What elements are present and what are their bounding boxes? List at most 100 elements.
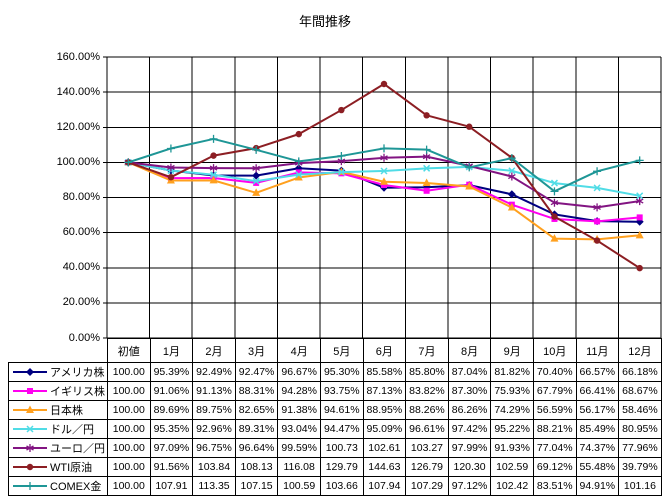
series-name: ユーロ／円: [50, 443, 105, 455]
value-cell: 56.59%: [532, 400, 577, 420]
table-corner-cell: [9, 339, 108, 363]
value-cell: 91.06%: [149, 381, 194, 401]
value-cell: 97.99%: [447, 438, 492, 458]
value-cell: 101.16: [618, 476, 662, 496]
value-cell: 88.21%: [532, 419, 577, 439]
series-line-COMEX金: [124, 134, 644, 196]
category-header: 初値: [107, 338, 151, 363]
category-header: 12月: [618, 338, 662, 363]
series-legend-cell: 日本株: [8, 400, 108, 420]
value-cell: 83.82%: [405, 381, 449, 401]
y-axis-tick-label: 120.00%: [56, 120, 100, 133]
value-cell: 129.79: [319, 457, 364, 477]
value-cell: 97.09%: [149, 438, 194, 458]
value-cell: 108.13: [234, 457, 279, 477]
value-cell: 77.04%: [532, 438, 577, 458]
y-axis-tick-label: 20.00%: [62, 296, 100, 309]
value-cell: 95.22%: [490, 419, 534, 439]
value-cell: 99.59%: [277, 438, 321, 458]
category-header: 7月: [405, 338, 449, 363]
value-cell: 80.95%: [618, 419, 662, 439]
value-cell: 103.66: [319, 476, 364, 496]
legend-key-icon: [13, 405, 47, 413]
value-cell: 107.91: [149, 476, 194, 496]
value-cell: 102.61: [362, 438, 407, 458]
value-cell: 91.93%: [490, 438, 534, 458]
series-name: WTI原油: [50, 462, 93, 474]
value-cell: 58.46%: [618, 400, 662, 420]
value-cell: 93.04%: [277, 419, 321, 439]
value-cell: 92.96%: [192, 419, 236, 439]
value-cell: 113.35: [192, 476, 236, 496]
value-cell: 126.79: [405, 457, 449, 477]
value-cell: 87.30%: [447, 381, 492, 401]
value-cell: 56.17%: [575, 400, 620, 420]
chart-title: 年間推移: [298, 14, 351, 29]
table-header-row: 初値 1月 2月 3月 4月 5月 6月 7月 8月 9月 10月 11月 12月: [9, 338, 662, 363]
category-header: 8月: [447, 338, 492, 363]
value-cell: 107.29: [405, 476, 449, 496]
value-cell: 102.42: [490, 476, 534, 496]
value-cell: 94.61%: [319, 400, 364, 420]
value-cell: 83.51%: [532, 476, 577, 496]
value-cell: 86.26%: [447, 400, 492, 420]
gridlines: [103, 56, 662, 339]
category-header: 3月: [234, 338, 279, 363]
series-name: 日本株: [50, 405, 83, 417]
value-cell: 100.00: [107, 419, 151, 439]
value-cell: 88.26%: [405, 400, 449, 420]
value-cell: 102.59: [490, 457, 534, 477]
series-row: ユーロ／円 100.00 97.09% 96.75% 96.64% 99.59% 100.7…: [8, 438, 662, 458]
legend-key-icon: [13, 425, 47, 433]
series-legend-cell: COMEX金: [8, 476, 108, 496]
value-cell: 91.13%: [192, 381, 236, 401]
value-cell: 89.75%: [192, 400, 236, 420]
value-cell: 88.31%: [234, 381, 279, 401]
data-table: 初値 1月 2月 3月 4月 5月 6月 7月 8月 9月 10月 11月 12月 アメリカ株 100.00…: [8, 338, 662, 496]
series-line-ユーロ／円: [124, 152, 644, 212]
category-header: 6月: [362, 338, 407, 363]
value-cell: 95.09%: [362, 419, 407, 439]
value-cell: 82.65%: [234, 400, 279, 420]
y-axis-tick-label: 80.00%: [62, 191, 100, 203]
value-cell: 100.00: [107, 362, 151, 382]
series-row: アメリカ株 100.00 95.39% 92.49% 92.47% 96.67% 95.30…: [8, 362, 662, 382]
value-cell: 100.00: [107, 438, 151, 458]
value-cell: 107.15: [234, 476, 279, 496]
value-cell: 100.00: [107, 381, 151, 401]
value-cell: 92.47%: [234, 362, 279, 382]
category-header: 9月: [490, 338, 534, 363]
value-cell: 120.30: [447, 457, 492, 477]
value-cell: 66.57%: [575, 362, 620, 382]
y-axis-tick-label: 100.00%: [56, 155, 100, 168]
value-cell: 96.75%: [192, 438, 236, 458]
legend-key-icon: [13, 388, 47, 394]
category-header: 5月: [319, 338, 364, 363]
value-cell: 107.94: [362, 476, 407, 496]
value-cell: 85.49%: [575, 419, 620, 439]
value-cell: 92.49%: [192, 362, 236, 382]
value-cell: 94.47%: [319, 419, 364, 439]
value-cell: 103.84: [192, 457, 236, 477]
value-cell: 87.13%: [362, 381, 407, 401]
value-cell: 96.64%: [234, 438, 279, 458]
series-row: イギリス株 100.00 91.06% 91.13% 88.31% 94.28% 93.75…: [8, 381, 662, 401]
value-cell: 75.93%: [490, 381, 534, 401]
value-cell: 70.40%: [532, 362, 577, 382]
series-row: COMEX金 100.00 107.91 113.35 107.15 100.59 103.…: [8, 476, 662, 496]
y-axis-tick-label: 40.00%: [62, 261, 100, 274]
value-cell: 77.96%: [618, 438, 662, 458]
value-cell: 97.12%: [447, 476, 492, 496]
value-cell: 96.61%: [405, 419, 449, 439]
category-header: 11月: [575, 338, 620, 363]
value-cell: 94.91%: [575, 476, 620, 496]
value-cell: 89.69%: [149, 400, 194, 420]
value-cell: 96.67%: [277, 362, 321, 382]
value-cell: 88.95%: [362, 400, 407, 420]
y-axis-tick-label: 160.00%: [56, 50, 100, 63]
value-cell: 116.08: [277, 457, 321, 477]
value-cell: 68.67%: [618, 381, 662, 401]
series-name: アメリカ株: [50, 367, 105, 379]
series-legend-cell: アメリカ株: [8, 362, 108, 382]
